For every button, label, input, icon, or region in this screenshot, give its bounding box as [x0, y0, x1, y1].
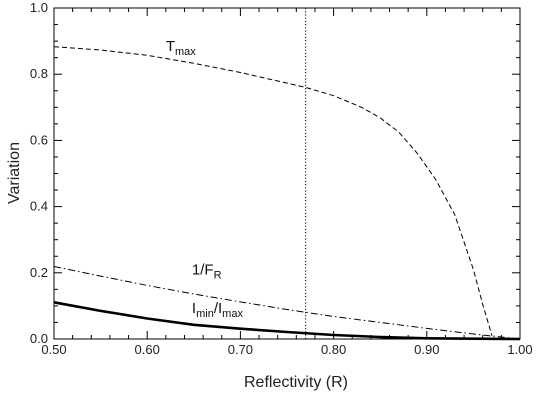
annotation-imin-imax: Imin/Imax [192, 300, 244, 320]
x-tick-label: 0.50 [41, 342, 66, 357]
y-axis-title: Variation [6, 142, 23, 204]
plot-border [53, 7, 521, 340]
t-max-curve [53, 46, 493, 336]
data-series [53, 46, 521, 341]
x-tick-label: 1.00 [507, 342, 532, 357]
y-tick-label: 0.4 [30, 199, 48, 214]
plot-frame [53, 7, 521, 340]
x-tick-label: 0.90 [414, 342, 439, 357]
annotations: Tmax 1/FR Imin/Imax [166, 38, 244, 320]
annotation-tmax: Tmax [166, 38, 196, 58]
x-tick-label: 0.80 [321, 342, 346, 357]
x-axis-title: Reflectivity (R) [244, 374, 348, 391]
y-tick-label: 0.6 [30, 132, 48, 147]
y-tick-label: 0.0 [30, 331, 48, 346]
y-tick-label: 1.0 [30, 0, 48, 15]
y-tick-label: 0.8 [30, 66, 48, 81]
inverse-fr-curve [53, 266, 521, 340]
y-tick-label: 0.2 [30, 265, 48, 280]
annotation-inv-fr: 1/FR [192, 261, 222, 281]
imin-over-imax-curve [53, 301, 521, 341]
x-tick-label: 0.60 [135, 342, 160, 357]
x-tick-label: 0.70 [228, 342, 253, 357]
axis-ticks: 0.50 0.60 0.70 0.80 0.90 1.00 0.0 0.2 0.4 0.6 0.8 1… [30, 0, 533, 357]
